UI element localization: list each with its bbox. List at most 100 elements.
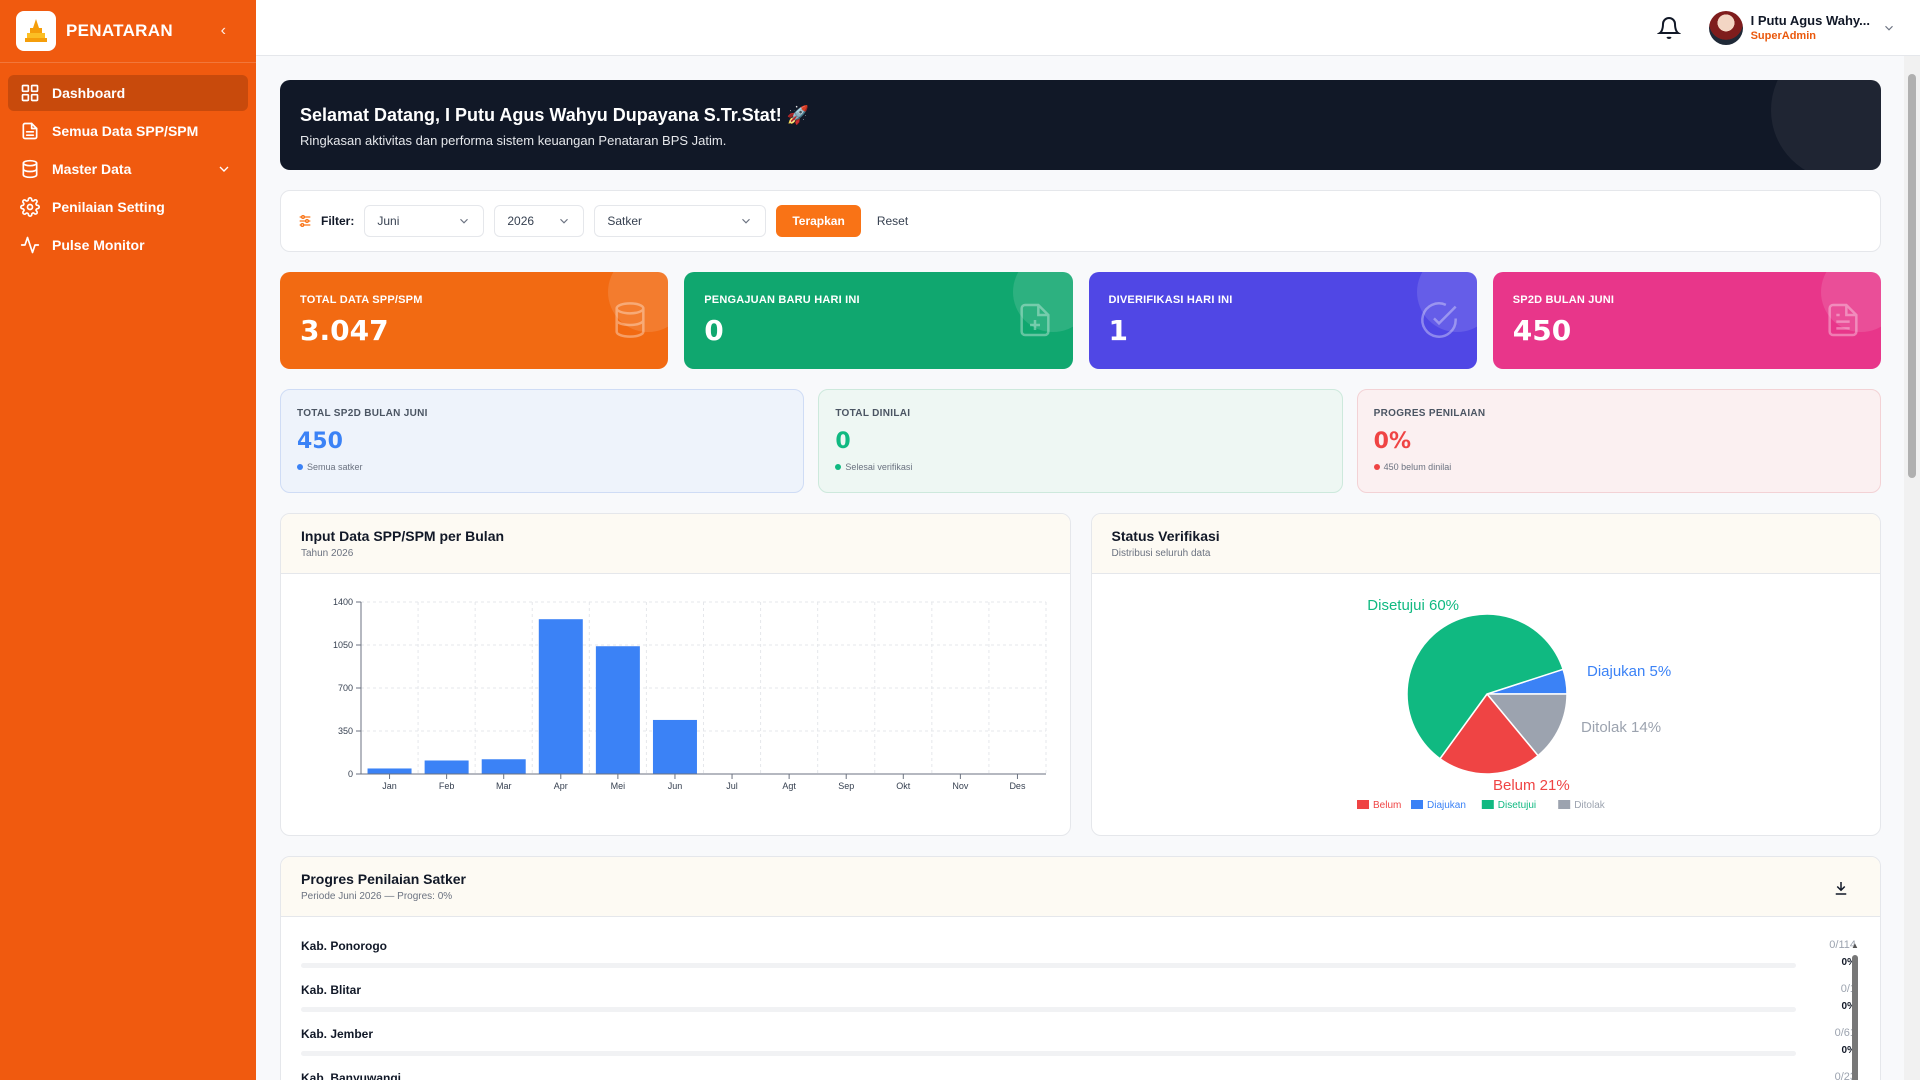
bell-icon[interactable] xyxy=(1656,16,1681,40)
x-tick-label: Des xyxy=(1009,781,1026,791)
legend-label[interactable]: Diajukan xyxy=(1427,800,1466,811)
sidebar-item-pulse-monitor[interactable]: Pulse Monitor xyxy=(8,227,248,263)
progress-list: Kab. Ponorogo 0/114 0% Kab. Blitar 0/1 0%… xyxy=(281,917,1880,1080)
year-select-value: 2026 xyxy=(507,214,535,228)
progress-scrollbar[interactable]: ▲ xyxy=(1851,941,1859,1080)
progress-row: Kab. Blitar 0/1 0% xyxy=(281,983,1880,1027)
progress-card: Progres Penilaian Satker Periode Juni 20… xyxy=(280,856,1881,1080)
database-icon xyxy=(22,159,38,179)
user-menu[interactable]: I Putu Agus Wahy... SuperAdmin xyxy=(1751,13,1870,42)
x-tick-label: Okt xyxy=(896,781,911,791)
legend-label[interactable]: Ditolak xyxy=(1574,800,1606,811)
status-dot xyxy=(835,464,842,470)
chevron-down-icon[interactable] xyxy=(1882,21,1896,35)
summary-note: Semua satker xyxy=(297,462,787,472)
status-dot xyxy=(297,464,303,470)
x-tick-label: Jan xyxy=(382,781,397,791)
stat-card: PENGAJUAN BARU HARI INI 0 xyxy=(684,272,1073,369)
bar[interactable] xyxy=(652,719,697,774)
satker-name: Kab. Banyuwangi xyxy=(301,1071,402,1080)
sidebar-item-master-data[interactable]: Master Data xyxy=(8,151,248,187)
sidebar-item-label: Semua Data SPP/SPM xyxy=(52,123,199,139)
sidebar-item-label: Pulse Monitor xyxy=(52,237,145,253)
chart-row: Input Data SPP/SPM per Bulan Tahun 2026 … xyxy=(280,513,1881,836)
y-tick-label: 350 xyxy=(338,726,353,736)
page-scroll-thumb[interactable] xyxy=(1908,74,1916,478)
bar[interactable] xyxy=(424,760,469,774)
avatar[interactable] xyxy=(1708,10,1743,45)
summary-card: PROGRES PENILAIAN 0% 450 belum dinilai xyxy=(1356,389,1881,493)
scroll-up-icon[interactable]: ▲ xyxy=(1851,941,1859,950)
stat-value: 0 xyxy=(704,314,724,347)
download-icon[interactable] xyxy=(1832,879,1850,897)
reset-filter-button[interactable]: Reset xyxy=(861,205,924,237)
bar[interactable] xyxy=(538,619,583,774)
sidebar-item-semua-data-spp-spm[interactable]: Semua Data SPP/SPM xyxy=(8,113,248,149)
summary-value: 0 xyxy=(835,429,851,454)
satker-select-value: Satker xyxy=(607,214,643,228)
welcome-banner: Selamat Datang, I Putu Agus Wahyu Dupaya… xyxy=(280,80,1881,170)
pulse-icon xyxy=(20,236,40,254)
stat-cards: TOTAL DATA SPP/SPM 3.047 PENGAJUAN BARU … xyxy=(280,272,1881,369)
summary-note-text: Selesai verifikasi xyxy=(845,462,913,472)
summary-label: TOTAL SP2D BULAN JUNI xyxy=(297,408,428,419)
document-icon xyxy=(22,122,38,140)
progress-row: Kab. Ponorogo 0/114 0% xyxy=(281,939,1880,983)
stat-label: DIVERIFIKASI HARI INI xyxy=(1108,294,1233,306)
progress-scroll-thumb[interactable] xyxy=(1852,955,1858,1080)
pie-slice-disetujui[interactable] xyxy=(1405,613,1564,760)
pie-chart-card: Status Verifikasi Distribusi seluruh dat… xyxy=(1090,513,1881,836)
summary-label: PROGRES PENILAIAN xyxy=(1373,408,1486,419)
progress-fraction: 0/61 xyxy=(1834,1027,1856,1039)
bar-chart: 0 350 700 1050 1400 Jan Feb Mar Apr Mei Jun Jul Agt S… xyxy=(333,597,1047,791)
sidebar-item-label: Penilaian Setting xyxy=(52,199,165,215)
sliders-icon xyxy=(299,215,311,227)
x-tick-label: Agt xyxy=(782,781,796,791)
file-text-icon xyxy=(1828,303,1858,337)
bar-chart-subtitle: Tahun 2026 xyxy=(301,548,354,559)
filter-label: Filter: xyxy=(321,214,355,228)
bar-chart-header: Input Data SPP/SPM per Bulan Tahun 2026 xyxy=(281,514,1070,574)
x-tick-label: Jun xyxy=(668,781,683,791)
bar[interactable] xyxy=(595,646,640,774)
progress-track xyxy=(301,1051,1796,1056)
progress-track xyxy=(301,963,1796,968)
pie-slice-ditolak[interactable] xyxy=(1484,693,1568,757)
summary-card: TOTAL DINILAI 0 Selesai verifikasi xyxy=(818,389,1343,493)
app-name: PENATARAN xyxy=(66,21,173,40)
legend-swatch xyxy=(1481,800,1494,809)
y-tick-label: 0 xyxy=(348,769,353,779)
database-icon xyxy=(615,302,645,338)
pie-chart-subtitle: Distribusi seluruh data xyxy=(1111,548,1211,559)
month-select[interactable]: Juni xyxy=(364,205,485,237)
bar-chart-title: Input Data SPP/SPM per Bulan xyxy=(301,528,505,544)
legend-label[interactable]: Disetujui xyxy=(1497,800,1535,811)
page-scrollbar[interactable] xyxy=(1904,56,1920,1080)
progress-percent: 0% xyxy=(1841,957,1856,968)
sidebar-item-penilaian-setting[interactable]: Penilaian Setting xyxy=(8,189,248,225)
progress-subtitle: Periode Juni 2026 — Progres: 0% xyxy=(301,891,453,902)
file-plus-icon xyxy=(1019,303,1050,337)
summary-note-text: Semua satker xyxy=(307,462,363,472)
year-select[interactable]: 2026 xyxy=(494,205,585,237)
collapse-sidebar-icon[interactable]: ‹ xyxy=(220,22,226,39)
bar[interactable] xyxy=(367,768,412,774)
pie-slice-belum[interactable] xyxy=(1438,692,1539,775)
pie-chart-header: Status Verifikasi Distribusi seluruh dat… xyxy=(1091,514,1880,574)
stat-card: TOTAL DATA SPP/SPM 3.047 xyxy=(280,272,669,369)
legend-label[interactable]: Belum xyxy=(1373,800,1401,811)
progress-track xyxy=(301,1007,1796,1012)
bar[interactable] xyxy=(481,759,526,774)
progress-row: Kab. Jember 0/61 0% xyxy=(281,1027,1880,1071)
progress-fraction: 0/23 xyxy=(1834,1071,1856,1080)
satker-select[interactable]: Satker xyxy=(594,205,767,237)
progress-percent: 0% xyxy=(1841,1001,1856,1012)
satker-name: Kab. Jember xyxy=(301,1027,374,1041)
chevron-down-icon xyxy=(742,218,751,224)
month-select-value: Juni xyxy=(377,214,400,228)
app-logo[interactable] xyxy=(16,11,56,51)
summary-cards: TOTAL SP2D BULAN JUNI 450 Semua satker TO… xyxy=(280,389,1881,493)
sidebar-item-dashboard[interactable]: Dashboard xyxy=(8,75,248,111)
apply-filter-button[interactable]: Terapkan xyxy=(776,205,861,237)
pie-label: Disetujui 60% xyxy=(1367,597,1459,614)
